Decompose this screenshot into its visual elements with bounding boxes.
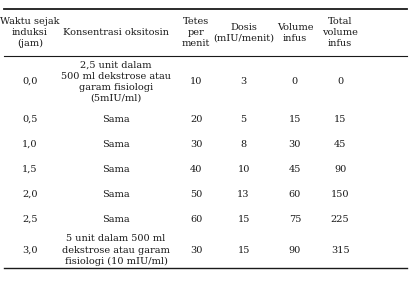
- Text: 5: 5: [240, 115, 247, 124]
- Text: 3,0: 3,0: [22, 246, 37, 255]
- Text: 40: 40: [190, 165, 203, 174]
- Text: Sama: Sama: [102, 115, 130, 124]
- Text: 150: 150: [331, 190, 349, 199]
- Text: 315: 315: [331, 246, 349, 255]
- Text: 2,0: 2,0: [22, 190, 37, 199]
- Text: Sama: Sama: [102, 190, 130, 199]
- Text: 225: 225: [331, 215, 349, 224]
- Text: 10: 10: [190, 77, 203, 86]
- Text: Total
volume
infus: Total volume infus: [322, 17, 358, 48]
- Text: 0,5: 0,5: [22, 115, 37, 124]
- Text: 1,0: 1,0: [22, 140, 37, 149]
- Text: Konsentrasi oksitosin: Konsentrasi oksitosin: [63, 28, 169, 37]
- Text: 0,0: 0,0: [22, 77, 37, 86]
- Text: 50: 50: [190, 190, 202, 199]
- Text: 30: 30: [190, 140, 203, 149]
- Text: 90: 90: [289, 246, 301, 255]
- Text: 1,5: 1,5: [22, 165, 37, 174]
- Text: 90: 90: [334, 165, 346, 174]
- Text: 30: 30: [190, 246, 203, 255]
- Text: 10: 10: [237, 165, 250, 174]
- Text: Waktu sejak
induksi
(jam): Waktu sejak induksi (jam): [0, 17, 60, 48]
- Text: 15: 15: [334, 115, 346, 124]
- Text: 15: 15: [237, 246, 250, 255]
- Text: 0: 0: [337, 77, 343, 86]
- Text: Sama: Sama: [102, 140, 130, 149]
- Text: 75: 75: [289, 215, 301, 224]
- Text: 60: 60: [190, 215, 202, 224]
- Text: 5 unit dalam 500 ml
dekstrose atau garam
fisiologi (10 mIU/ml): 5 unit dalam 500 ml dekstrose atau garam…: [62, 235, 170, 266]
- Text: 30: 30: [289, 140, 301, 149]
- Text: 8: 8: [240, 140, 247, 149]
- Text: 15: 15: [289, 115, 301, 124]
- Text: 45: 45: [289, 165, 301, 174]
- Text: Sama: Sama: [102, 215, 130, 224]
- Text: 15: 15: [237, 215, 250, 224]
- Text: Tetes
per
menit: Tetes per menit: [182, 17, 210, 48]
- Text: 0: 0: [292, 77, 298, 86]
- Text: Dosis
(mIU/menit): Dosis (mIU/menit): [213, 23, 274, 43]
- Text: 3: 3: [240, 77, 247, 86]
- Text: 2,5: 2,5: [22, 215, 37, 224]
- Text: 2,5 unit dalam
500 ml dekstrose atau
garam fisiologi
(5mIU/ml): 2,5 unit dalam 500 ml dekstrose atau gar…: [61, 60, 171, 103]
- Text: 60: 60: [289, 190, 301, 199]
- Text: Sama: Sama: [102, 165, 130, 174]
- Text: 20: 20: [190, 115, 203, 124]
- Text: 13: 13: [237, 190, 250, 199]
- Text: 45: 45: [334, 140, 346, 149]
- Text: Volume
infus: Volume infus: [277, 23, 313, 43]
